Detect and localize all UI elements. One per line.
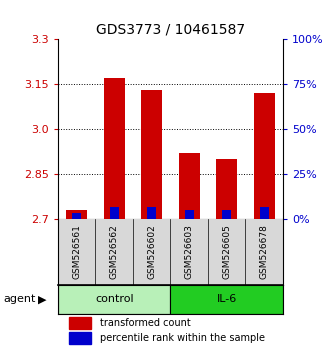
Bar xyxy=(179,153,200,219)
Bar xyxy=(254,93,274,219)
Bar xyxy=(170,285,283,314)
Bar xyxy=(69,332,91,344)
Bar xyxy=(260,206,269,219)
Bar xyxy=(147,206,156,219)
Text: transformed count: transformed count xyxy=(100,318,191,328)
Bar xyxy=(69,318,91,329)
Bar xyxy=(141,90,162,219)
Text: ▶: ▶ xyxy=(38,295,47,304)
Bar xyxy=(185,210,194,219)
Bar xyxy=(66,210,87,219)
Bar xyxy=(110,206,119,219)
Title: GDS3773 / 10461587: GDS3773 / 10461587 xyxy=(96,22,245,36)
Text: IL-6: IL-6 xyxy=(216,295,237,304)
Text: GSM526561: GSM526561 xyxy=(72,224,81,279)
Bar xyxy=(216,159,237,219)
Text: agent: agent xyxy=(3,295,36,304)
Text: control: control xyxy=(95,295,133,304)
Bar xyxy=(72,212,81,219)
Text: GSM526678: GSM526678 xyxy=(260,224,269,279)
Bar xyxy=(104,78,124,219)
Bar xyxy=(58,285,170,314)
Bar xyxy=(222,210,231,219)
Text: percentile rank within the sample: percentile rank within the sample xyxy=(100,333,265,343)
Text: GSM526605: GSM526605 xyxy=(222,224,231,279)
Text: GSM526602: GSM526602 xyxy=(147,224,156,279)
Text: GSM526562: GSM526562 xyxy=(110,224,119,279)
Text: GSM526603: GSM526603 xyxy=(185,224,194,279)
